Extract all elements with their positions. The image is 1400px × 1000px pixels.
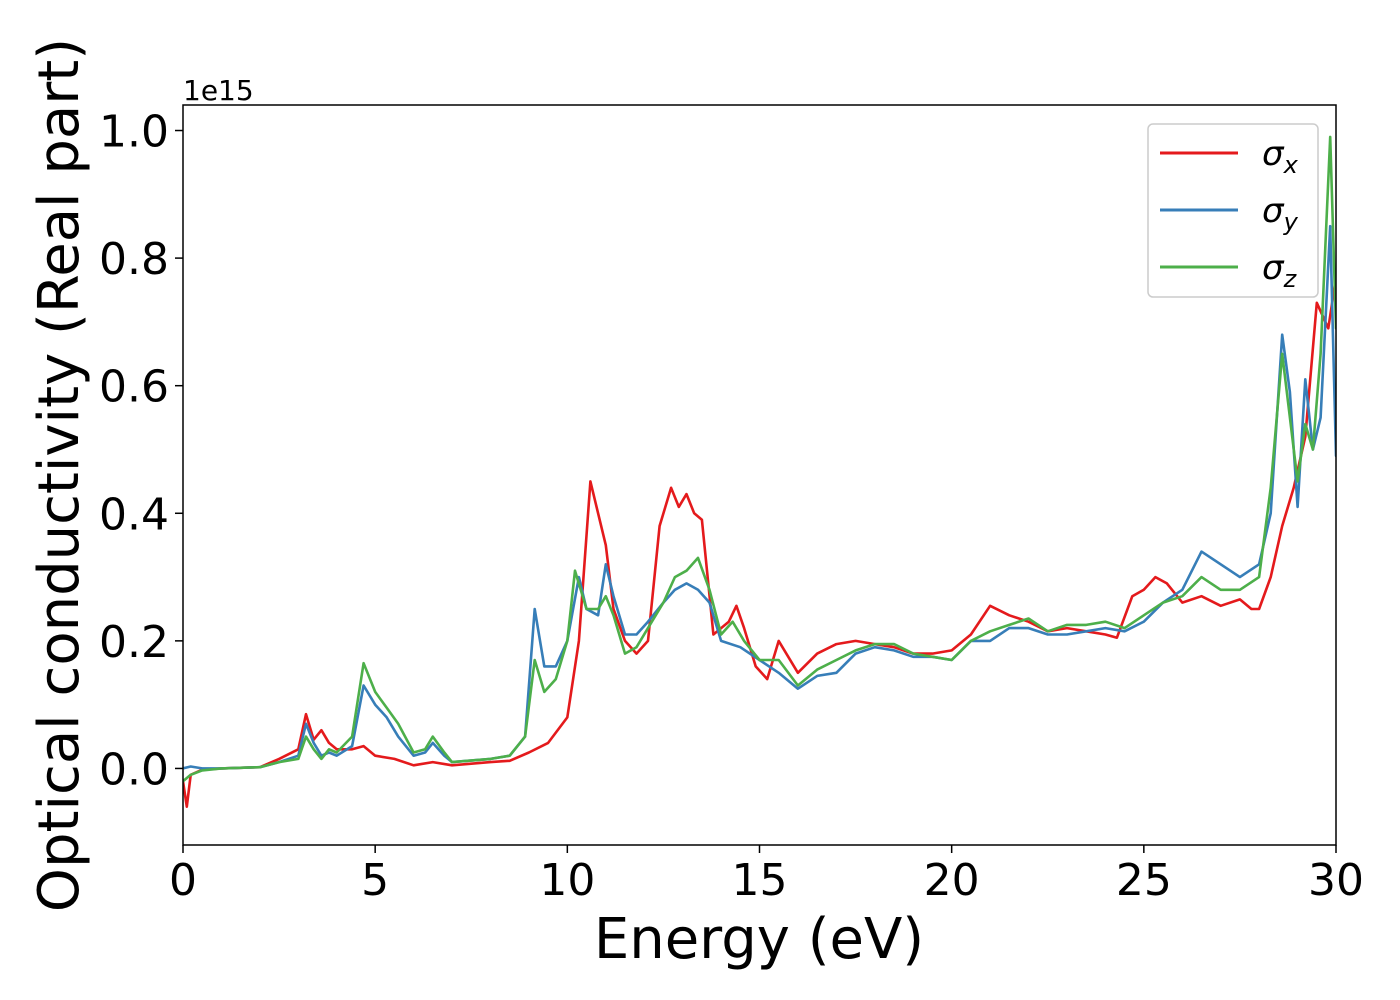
series-line-y [183, 224, 1336, 770]
legend-label-x: σx [1262, 134, 1299, 179]
x-tick-label: 5 [361, 855, 389, 906]
ticks-group: 0 5 10 15 20 25 30 0.0 0.2 0.4 0.6 0.8 1.0 [99, 107, 1364, 906]
y-tick-label: 0.0 [99, 744, 169, 795]
x-tick-label: 30 [1308, 855, 1364, 906]
x-tick-label: 10 [539, 855, 595, 906]
legend: σx σy σz [1147, 123, 1319, 298]
x-axis-label: Energy (eV) [594, 907, 924, 972]
y-tick-label: 0.2 [99, 617, 169, 668]
x-tick-label: 15 [732, 855, 788, 906]
y-tick-label: 1.0 [99, 107, 169, 158]
x-tick-label: 0 [169, 855, 197, 906]
legend-label-y: σy [1262, 191, 1299, 236]
y-axis-label: Optical conductivity (Real part) [27, 38, 92, 912]
y-tick-label: 0.6 [99, 362, 169, 413]
plot-frame [182, 104, 1337, 846]
y-offset-label: 1e15 [183, 74, 254, 107]
y-tick-label: 0.4 [99, 489, 169, 540]
x-tick-label: 25 [1116, 855, 1172, 906]
legend-label-z: σz [1262, 248, 1298, 293]
plot-area [182, 104, 1337, 846]
series-line-z [183, 135, 1336, 783]
x-tick-label: 20 [924, 855, 980, 906]
series-line-x [183, 275, 1336, 809]
y-tick-label: 0.8 [99, 234, 169, 285]
